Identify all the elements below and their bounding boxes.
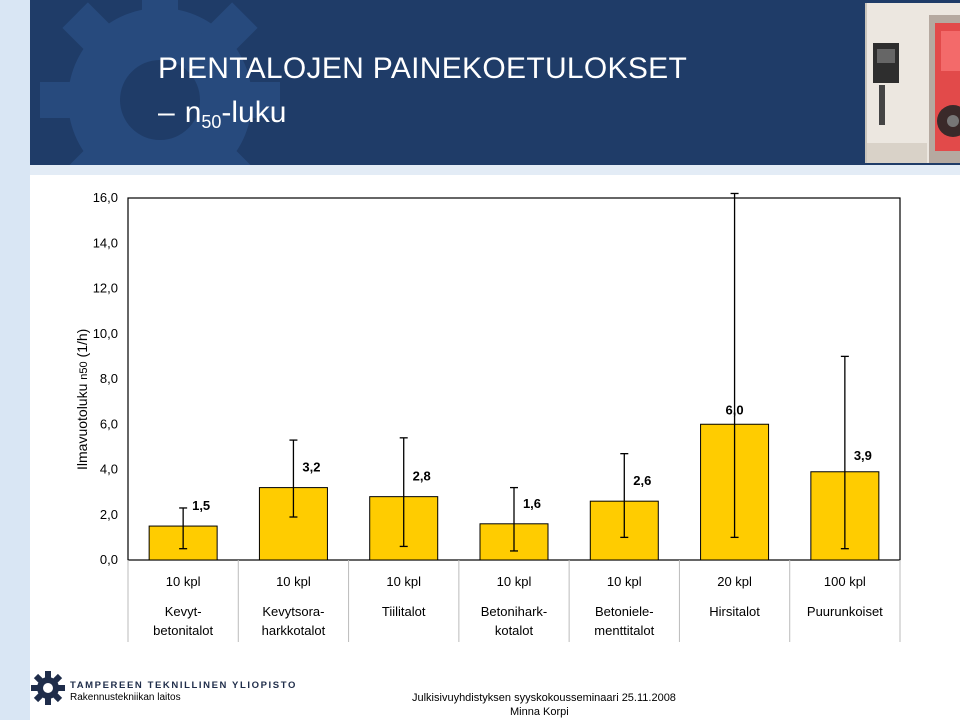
y-tick-label: 12,0	[93, 281, 118, 296]
subtitle-n: n	[184, 96, 202, 129]
data-label: 1,6	[523, 496, 541, 511]
category-label: Betonihark-	[481, 604, 547, 619]
y-tick-label: 2,0	[100, 507, 118, 522]
y-tick-label: 8,0	[100, 371, 118, 386]
header-underline-band	[30, 165, 960, 175]
data-label: 3,9	[854, 448, 872, 463]
category-label: Betoniele-	[595, 604, 654, 619]
subtitle-subscript: 50	[201, 112, 222, 132]
category-count-label: 10 kpl	[497, 574, 532, 589]
y-tick-label: 0,0	[100, 552, 118, 567]
category-count-label: 20 kpl	[717, 574, 752, 589]
slide-title: PIENTALOJEN PAINEKOETULOKSET	[158, 52, 688, 85]
y-tick-label: 14,0	[93, 235, 118, 250]
category-label: Puurunkoiset	[807, 604, 883, 619]
author-name: Minna Korpi	[510, 706, 569, 718]
category-count-label: 10 kpl	[386, 574, 421, 589]
blower-door-photo	[865, 3, 960, 163]
category-count-label: 10 kpl	[276, 574, 311, 589]
category-label: harkkotalot	[262, 623, 326, 638]
data-label: 1,5	[192, 498, 210, 513]
university-logo-icon	[31, 671, 65, 705]
subtitle-dash: –	[158, 96, 175, 129]
slide-header	[30, 0, 960, 165]
university-name: TAMPEREEN TEKNILLINEN YLIOPISTO	[70, 680, 297, 691]
data-label: 6,0	[726, 402, 744, 417]
data-label: 2,8	[413, 469, 431, 484]
category-label: Kevytsora-	[262, 604, 324, 619]
category-count-label: 100 kpl	[824, 574, 866, 589]
gear-watermark-icon	[40, 0, 280, 165]
category-label: Hirsitalot	[709, 604, 760, 619]
category-label: Kevyt-	[165, 604, 202, 619]
department-name: Rakennustekniikan laitos	[70, 692, 181, 703]
seminar-info: Julkisivuyhdistyksen syyskokousseminaari…	[412, 692, 676, 704]
category-count-label: 10 kpl	[607, 574, 642, 589]
y-tick-label: 6,0	[100, 416, 118, 431]
data-label: 3,2	[302, 460, 320, 475]
y-tick-label: 16,0	[93, 190, 118, 205]
y-tick-label: 10,0	[93, 326, 118, 341]
category-count-label: 10 kpl	[166, 574, 201, 589]
category-label: betonitalot	[153, 623, 213, 638]
data-label: 2,6	[633, 473, 651, 488]
category-label: menttitalot	[594, 623, 654, 638]
category-label: Tiilitalot	[382, 604, 426, 619]
y-tick-label: 4,0	[100, 462, 118, 477]
category-label: kotalot	[495, 623, 534, 638]
subtitle-rest: -luku	[221, 96, 287, 129]
left-accent-stripe	[0, 0, 30, 720]
slide-subtitle: – n50-luku	[158, 96, 286, 133]
